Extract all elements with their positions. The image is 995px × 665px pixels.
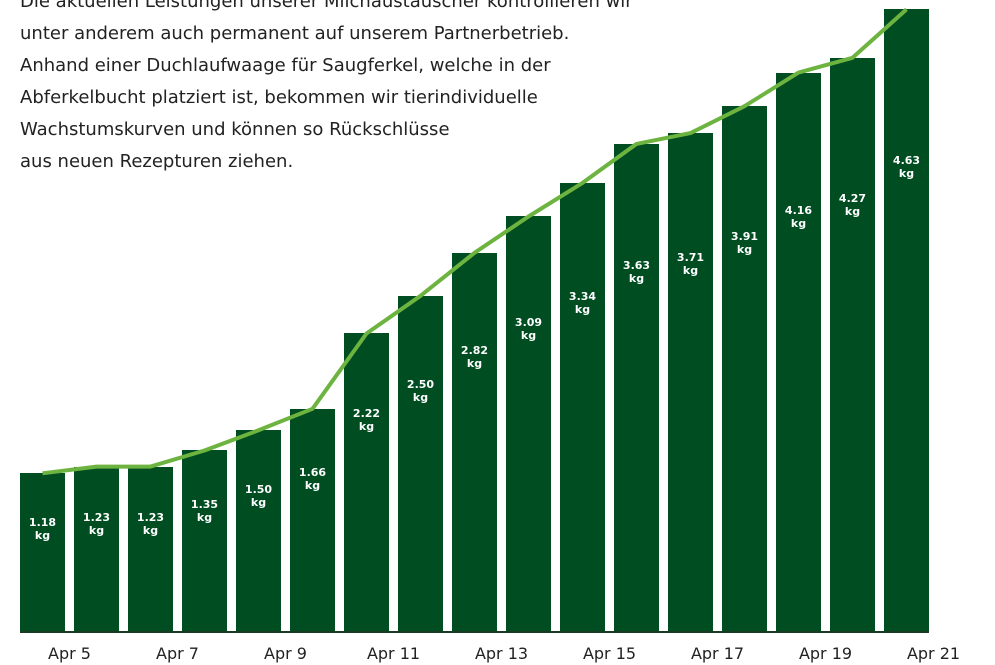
trend-line (42, 7, 908, 476)
value-label: 1.23 kg (82, 510, 111, 537)
value-label: 1.50 kg (244, 482, 273, 509)
value-label: 2.50 kg (406, 377, 435, 404)
bar (20, 473, 65, 632)
value-label: 3.63 kg (622, 259, 651, 286)
bar (290, 408, 335, 632)
x-tick-label: Apr 15 (582, 644, 637, 663)
bar (830, 57, 875, 632)
x-tick-label: Apr 7 (156, 644, 199, 663)
bar (236, 430, 281, 632)
bar (776, 72, 821, 632)
value-label: 1.23 kg (136, 510, 165, 537)
bar (884, 9, 929, 632)
value-label: 1.35 kg (190, 498, 219, 525)
value-label: 4.27 kg (838, 192, 867, 219)
value-label: 1.18 kg (28, 516, 57, 543)
x-tick-label: Apr 5 (48, 644, 91, 663)
intro-text: Die aktuellen Leistungen unserer Milchau… (20, 0, 633, 12)
x-tick-label: Apr 9 (264, 644, 307, 663)
bar (74, 466, 119, 632)
value-label: 3.71 kg (676, 250, 705, 277)
x-tick-label: Apr 11 (366, 644, 421, 663)
intro-text: unter anderem auch permanent auf unserem… (20, 23, 570, 44)
bar (614, 143, 659, 632)
intro-text: Wachstumskurven und können so Rückschlüs… (20, 119, 450, 140)
x-tick-label: Apr 19 (798, 644, 853, 663)
value-label: 1.66 kg (298, 465, 327, 492)
intro-text: aus neuen Rezepturen ziehen. (20, 151, 294, 172)
intro-text: Anhand einer Duchlaufwaage für Saugferke… (20, 55, 551, 76)
value-label: 3.09 kg (514, 315, 543, 342)
x-tick-label: Apr 17 (690, 644, 745, 663)
value-label: 3.34 kg (568, 289, 597, 316)
x-tick-label: Apr 13 (474, 644, 529, 663)
bar (722, 106, 767, 632)
bar (182, 450, 227, 632)
value-label: 4.16 kg (784, 203, 813, 230)
x-tick-label: Apr 21 (906, 644, 961, 663)
intro-text: Abferkelbucht platziert ist, bekommen wi… (20, 87, 538, 108)
bar (398, 295, 443, 632)
value-label: 4.63 kg (892, 154, 921, 181)
value-label: 2.22 kg (352, 407, 381, 434)
bar (344, 333, 389, 632)
bar (560, 182, 605, 632)
value-label: 3.91 kg (730, 229, 759, 256)
bar (452, 252, 497, 632)
value-label: 2.82 kg (460, 344, 489, 371)
baseline (20, 631, 929, 633)
bar (668, 133, 713, 632)
bar (128, 466, 173, 632)
bar (506, 216, 551, 632)
